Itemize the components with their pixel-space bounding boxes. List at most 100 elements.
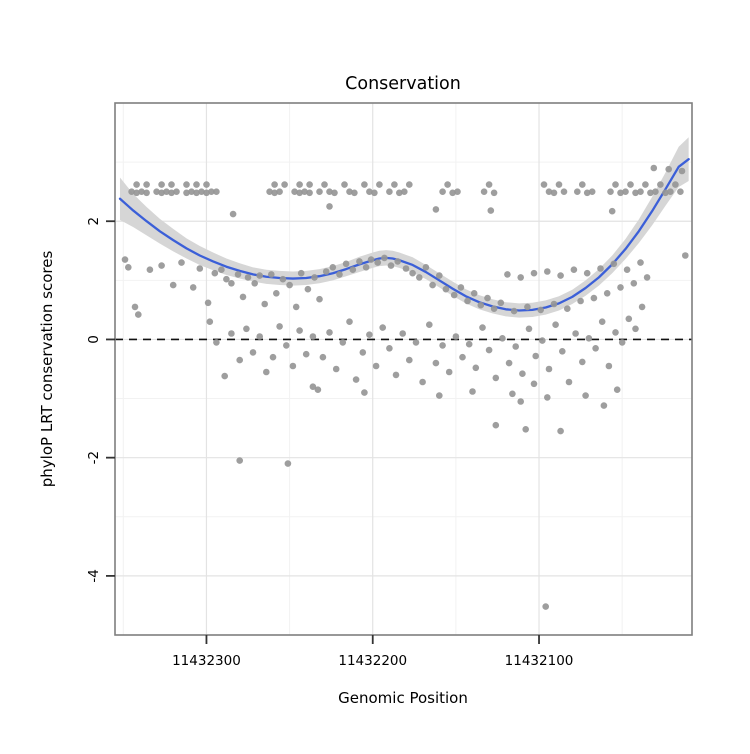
x-axis: 11432300 11432200 11432100 xyxy=(172,635,573,669)
data-point xyxy=(650,164,658,172)
data-point xyxy=(582,392,589,399)
data-point xyxy=(638,303,646,311)
data-point xyxy=(297,269,305,277)
data-point xyxy=(647,189,654,197)
plot-panel-border xyxy=(114,102,693,636)
data-point xyxy=(339,339,347,346)
data-point xyxy=(422,264,430,271)
data-point xyxy=(480,188,488,195)
data-point xyxy=(332,365,340,373)
data-point xyxy=(485,346,493,354)
data-point xyxy=(572,330,579,337)
data-point xyxy=(163,188,170,195)
data-point xyxy=(617,189,624,197)
data-point xyxy=(603,290,611,297)
data-point xyxy=(193,189,200,197)
data-point xyxy=(402,265,410,272)
data-point xyxy=(229,210,237,218)
data-point xyxy=(517,274,524,281)
data-point xyxy=(579,358,586,366)
data-point xyxy=(662,189,669,197)
data-point xyxy=(574,188,581,195)
data-point xyxy=(284,460,292,467)
data-point xyxy=(133,181,140,188)
data-point xyxy=(223,275,230,283)
data-point xyxy=(570,266,578,274)
data-point xyxy=(530,380,538,388)
data-point xyxy=(366,188,373,195)
data-point xyxy=(326,188,333,195)
data-point xyxy=(153,188,160,195)
data-point xyxy=(367,256,375,263)
data-point xyxy=(426,321,433,329)
data-point xyxy=(555,181,563,188)
data-point xyxy=(412,339,420,346)
data-point xyxy=(178,259,185,266)
data-point xyxy=(592,345,599,352)
data-point xyxy=(477,301,485,309)
data-point xyxy=(125,264,132,271)
data-point xyxy=(322,268,330,275)
data-point xyxy=(608,207,616,215)
data-point xyxy=(359,349,367,356)
data-point xyxy=(550,189,558,197)
data-point xyxy=(213,188,220,195)
data-point xyxy=(512,343,519,350)
data-point xyxy=(487,207,495,214)
data-point xyxy=(557,427,564,435)
data-point xyxy=(454,188,461,195)
data-point xyxy=(465,340,473,348)
data-point xyxy=(613,386,621,394)
data-point xyxy=(189,284,197,291)
data-point xyxy=(545,188,553,195)
data-point xyxy=(276,323,283,330)
data-point xyxy=(296,181,303,188)
x-tick-label: 11432100 xyxy=(505,653,574,669)
data-point xyxy=(432,359,440,367)
data-point xyxy=(564,305,571,313)
data-point xyxy=(436,272,443,279)
data-point xyxy=(271,189,278,197)
data-point xyxy=(598,318,606,326)
data-point xyxy=(228,280,235,287)
data-point xyxy=(361,389,368,396)
data-point xyxy=(632,325,639,333)
data-point xyxy=(525,325,533,333)
data-point xyxy=(577,297,584,305)
data-point xyxy=(351,189,358,197)
data-point xyxy=(519,370,526,378)
data-point xyxy=(228,330,235,337)
data-point xyxy=(439,342,446,349)
data-point xyxy=(316,295,323,303)
data-point xyxy=(381,254,388,262)
data-point xyxy=(504,271,511,278)
data-point xyxy=(559,348,566,355)
data-point xyxy=(249,349,257,356)
data-point xyxy=(376,181,383,188)
data-point xyxy=(266,188,273,195)
data-point xyxy=(349,266,357,274)
data-point xyxy=(306,189,313,197)
data-point xyxy=(243,325,250,333)
data-point xyxy=(386,188,393,195)
data-point xyxy=(321,181,328,188)
data-point xyxy=(416,274,423,281)
data-point xyxy=(326,203,333,210)
data-point xyxy=(459,353,466,361)
data-point xyxy=(530,269,538,277)
data-point xyxy=(268,271,275,278)
data-point xyxy=(143,189,150,197)
data-point xyxy=(537,306,544,314)
data-point xyxy=(296,189,303,197)
data-point xyxy=(271,181,278,188)
data-point xyxy=(203,181,210,188)
data-point xyxy=(361,181,368,188)
data-point xyxy=(379,324,387,331)
data-point xyxy=(304,285,312,293)
data-point xyxy=(485,181,493,188)
data-point xyxy=(316,188,323,195)
data-point xyxy=(657,181,664,188)
data-point xyxy=(366,331,373,339)
data-point xyxy=(492,374,500,382)
